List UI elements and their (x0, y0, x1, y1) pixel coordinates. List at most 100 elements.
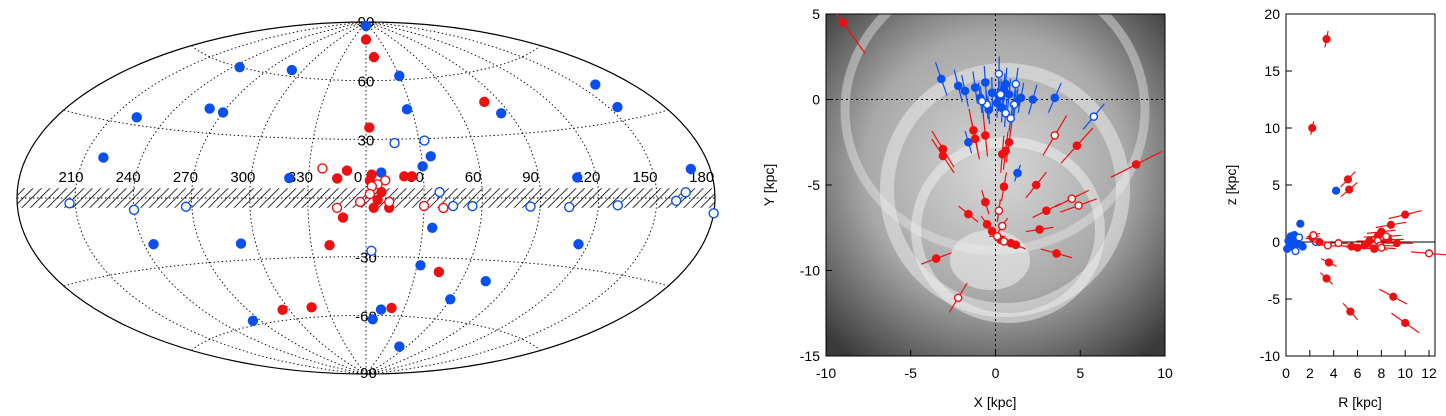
sky-point-blue-open (128, 204, 140, 216)
rz-point-red-filled (1324, 258, 1334, 267)
x-tick-label: 0 (1282, 365, 1290, 381)
sky-point-blue-filled (425, 151, 436, 162)
longitude-tick-label: 300 (230, 169, 255, 186)
sky-point-blue-filled (217, 107, 229, 118)
xy-point-red-filled (981, 131, 990, 140)
xy-point-red-filled (982, 220, 992, 229)
xy-point-blue-filled (1001, 79, 1010, 89)
rz-point-red-filled (1343, 175, 1353, 184)
y-tick-label: 0 (1272, 234, 1280, 250)
sky-point-blue-filled (286, 64, 298, 76)
longitude-tick-label: 330 (288, 169, 313, 186)
sky-point-blue-filled (612, 101, 623, 113)
sky-point-blue-filled (401, 104, 413, 115)
sky-point-blue-filled (427, 222, 438, 233)
longitude-tick-label: 120 (575, 169, 600, 186)
xy-point-red-filled (1052, 249, 1061, 258)
xy-point-red-filled (999, 182, 1009, 192)
south-pole-label: -90 (355, 365, 377, 382)
x-tick-label: 5 (1076, 365, 1084, 381)
xy-point-blue-filled (953, 81, 963, 91)
y-tick-label: -5 (808, 177, 821, 193)
y-tick-label: 5 (1272, 177, 1280, 193)
sky-point-red-open (384, 196, 395, 208)
sky-point-blue-open (564, 201, 575, 213)
sky-point-blue-filled (417, 161, 428, 172)
xy-point-blue-filled (1013, 168, 1022, 178)
y-tick-label: -10 (800, 263, 820, 279)
xy-point-blue-open (1011, 79, 1021, 89)
x-tick-label: 8 (1377, 365, 1385, 381)
xy-point-blue-filled (1004, 90, 1014, 99)
xy-map-xlabel: X [kpc] (974, 394, 1017, 410)
rz-point-red-filled (1322, 274, 1331, 283)
sky-map-labels: 18015012090603003303002702402106030-30-6… (58, 14, 714, 382)
xy-point-red-filled (1011, 240, 1021, 250)
sky-point-red-filled (399, 171, 410, 182)
y-tick-label: 10 (1264, 120, 1280, 136)
x-tick-label: 2 (1306, 365, 1314, 381)
xy-point-red-filled (838, 18, 848, 27)
xy-point-red-open (953, 293, 963, 303)
sky-point-blue-open (447, 200, 459, 212)
latitude-tick-label: 60 (358, 74, 375, 91)
sky-point-red-filled (368, 202, 379, 213)
sky-point-blue-open (64, 198, 75, 209)
x-tick-label: 6 (1354, 365, 1362, 381)
longitude-tick-label: 60 (465, 169, 482, 186)
rz-point-red-open (1323, 241, 1332, 250)
sky-point-blue-open (680, 187, 691, 198)
rz-point-blue-filled (1296, 219, 1305, 228)
longitude-tick-label: 270 (173, 169, 198, 186)
sky-point-blue-filled (685, 163, 697, 175)
longitude-tick-label: 0 (354, 169, 362, 186)
xy-point-blue-open (1089, 112, 1099, 121)
parallel-line (63, 109, 669, 140)
xy-point-red-filled (931, 254, 941, 263)
parallel-line (191, 314, 541, 351)
sky-point-blue-open (708, 208, 719, 219)
sky-point-blue-filled (480, 276, 491, 287)
xy-point-red-open (992, 231, 1002, 241)
sky-point-red-filled (433, 266, 445, 278)
y-tick-label: 20 (1264, 6, 1280, 22)
xy-point-red-filled (938, 144, 948, 154)
rz-point-red-open (1382, 232, 1391, 241)
sky-point-blue-filled (367, 314, 378, 325)
rz-point-red-filled (1345, 185, 1354, 194)
xy-point-red-open (1074, 201, 1083, 210)
zone-of-avoidance-band (17, 188, 715, 208)
rz-point-red-filled (1353, 243, 1362, 252)
xy-point-red-filled (997, 149, 1007, 159)
xy-point-blue-filled (970, 83, 980, 92)
sky-point-red-filled (341, 165, 353, 176)
rz-map-points (1283, 30, 1446, 334)
sky-point-blue-filled (360, 20, 372, 32)
xy-point-blue-open (996, 90, 1005, 99)
rz-point-red-filled (1401, 318, 1410, 328)
rz-point-red-open (1424, 249, 1434, 258)
sky-point-blue-filled (496, 108, 507, 119)
sky-point-blue-filled (590, 79, 601, 90)
x-tick-label: 10 (1157, 365, 1173, 381)
xy-point-red-open (997, 221, 1007, 231)
sky-point-red-open (438, 202, 449, 214)
rz-point-red-filled (1346, 307, 1355, 316)
sky-point-blue-filled (415, 260, 426, 271)
sky-point-red-filled (324, 239, 335, 251)
sky-point-blue-open (434, 186, 445, 198)
y-tick-label: 5 (812, 6, 820, 22)
sky-point-blue-filled (394, 70, 405, 82)
xy-point-blue-filled (1016, 93, 1026, 103)
sky-point-red-filled (337, 212, 349, 223)
rz-point-blue-filled (1298, 242, 1307, 251)
rz-point-blue-open (1295, 233, 1304, 242)
xy-point-blue-open (994, 69, 1004, 79)
sky-point-blue-filled (131, 112, 142, 123)
xy-point-blue-filled (987, 88, 997, 97)
x-tick-label: 0 (992, 365, 1000, 381)
rz-point-red-filled (1377, 227, 1386, 236)
